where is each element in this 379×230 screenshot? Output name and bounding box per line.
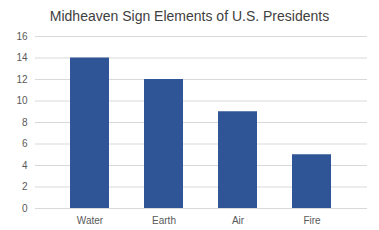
svg-text:6: 6 (22, 138, 28, 149)
svg-text:12: 12 (16, 74, 28, 85)
html-text:Midheaven Sign Elements of U.S: Midheaven Sign Elements of U.S. Presiden… (49, 8, 330, 24)
svg-text:Fire: Fire (303, 215, 321, 226)
svg-text:4: 4 (22, 160, 28, 171)
svg-text:16: 16 (16, 31, 28, 42)
svg-text:0: 0 (22, 203, 28, 214)
svg-text:10: 10 (16, 95, 28, 106)
svg-text:Earth: Earth (152, 215, 176, 226)
svg-text:2: 2 (22, 181, 28, 192)
svg-text:8: 8 (22, 117, 28, 128)
svg-text:Water: Water (77, 215, 104, 226)
svg-text:Air: Air (232, 215, 245, 226)
svg-text:14: 14 (16, 52, 28, 63)
